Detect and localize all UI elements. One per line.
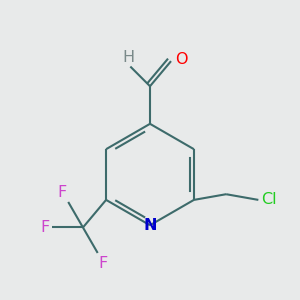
Text: N: N bbox=[143, 218, 157, 233]
Text: H: H bbox=[123, 50, 135, 64]
Text: F: F bbox=[57, 185, 67, 200]
Text: Cl: Cl bbox=[261, 192, 277, 207]
Text: F: F bbox=[98, 256, 108, 271]
Text: F: F bbox=[41, 220, 50, 235]
Text: O: O bbox=[175, 52, 188, 67]
